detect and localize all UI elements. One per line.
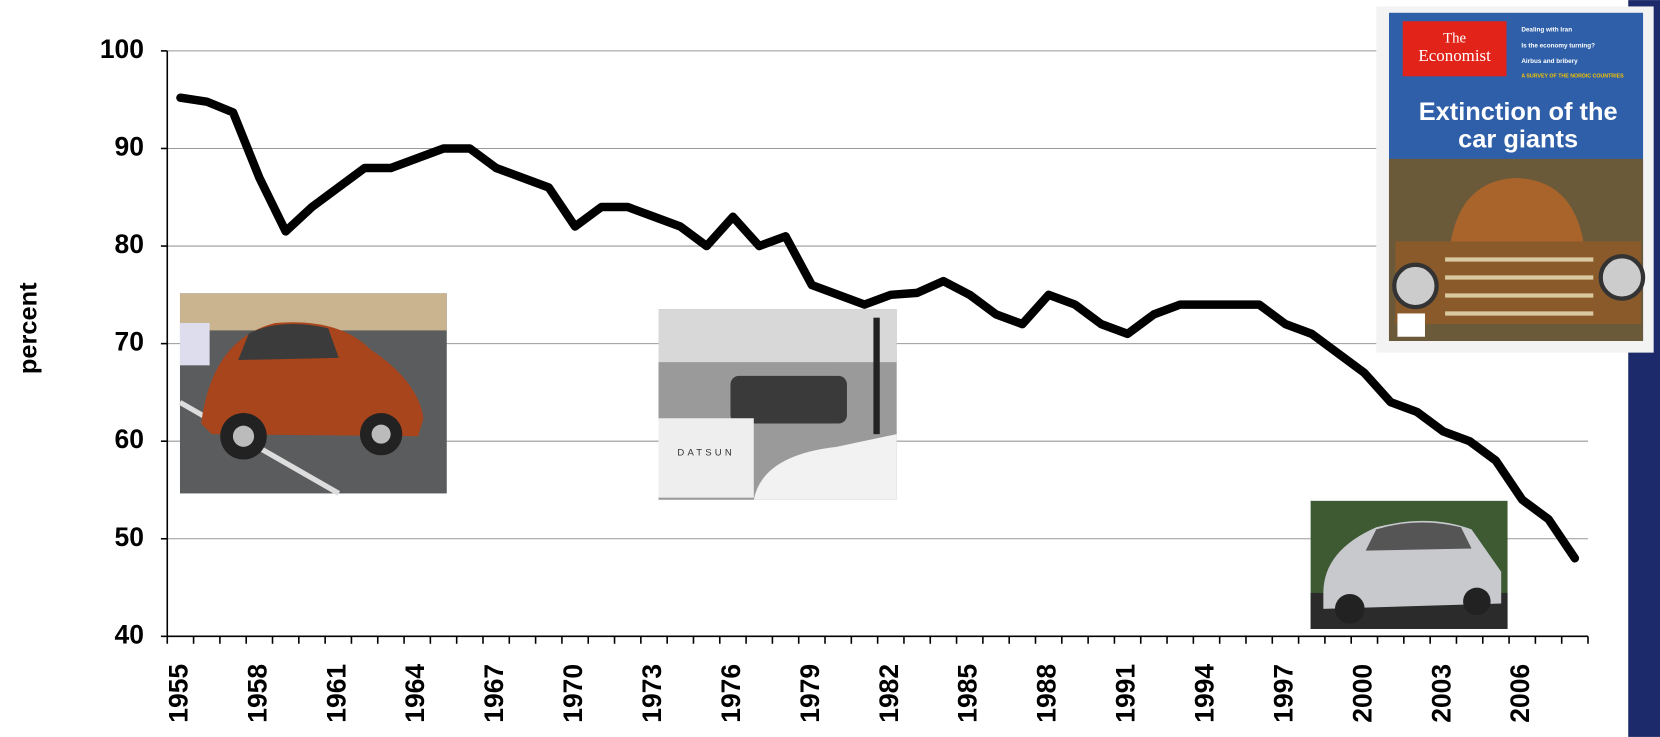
y-tick-label: 40 xyxy=(115,619,144,649)
cover-teaser: Airbus and bribery xyxy=(1521,58,1578,65)
chart: 40 50 60 70 80 90 100 1955 1958 1961 1964 1967 1970 1… xyxy=(0,0,1660,737)
x-tick-label: 1961 xyxy=(321,664,351,723)
y-tick-label: 100 xyxy=(100,34,144,64)
cover-headline: car giants xyxy=(1458,126,1578,154)
photo-prius xyxy=(1311,501,1508,629)
x-tick-label: 1970 xyxy=(558,664,588,723)
x-tick-label: 1973 xyxy=(637,664,667,723)
x-tick-label: 2000 xyxy=(1347,664,1377,723)
y-tick-label: 70 xyxy=(115,327,144,357)
y-tick-label: 50 xyxy=(115,522,144,552)
x-tick-label: 1958 xyxy=(242,664,272,723)
x-tick-label: 2006 xyxy=(1505,664,1535,723)
photo-traffic: DATSUN xyxy=(658,309,896,500)
cover-teaser: A SURVEY OF THE NORDIC COUNTRIES xyxy=(1521,74,1624,80)
y-axis-label: percent xyxy=(14,282,42,374)
y-tick-label: 90 xyxy=(115,131,144,161)
cover-masthead: Economist xyxy=(1418,46,1491,65)
x-tick-label: 1967 xyxy=(479,664,509,723)
y-tick-label: 80 xyxy=(115,229,144,259)
x-tick-label: 1985 xyxy=(953,664,983,723)
x-tick-label: 1982 xyxy=(874,664,904,723)
magazine-cover: The Economist Dealing with Iran Is the e… xyxy=(1376,6,1653,352)
x-tick-label: 1991 xyxy=(1111,664,1141,723)
y-tick-label: 60 xyxy=(115,424,144,454)
x-tick-label: 1955 xyxy=(163,664,193,723)
x-tick-label: 1979 xyxy=(795,664,825,723)
cover-headline: Extinction of the xyxy=(1419,98,1618,126)
x-tick-label: 1988 xyxy=(1032,664,1062,723)
page: {"chart_data": {"type": "line", "y_label… xyxy=(0,0,1660,737)
x-tick-label: 1997 xyxy=(1268,664,1298,723)
cover-teaser: Is the economy turning? xyxy=(1521,42,1595,49)
x-tick-label: 2003 xyxy=(1426,664,1456,723)
plate-text: DATSUN xyxy=(677,448,734,459)
cover-masthead: The xyxy=(1443,31,1466,47)
cover-teaser: Dealing with Iran xyxy=(1521,26,1572,33)
x-tick-label: 1994 xyxy=(1189,664,1219,723)
photo-beetle xyxy=(180,293,447,493)
x-tick-label: 1964 xyxy=(400,664,430,723)
x-tick-label: 1976 xyxy=(716,664,746,723)
